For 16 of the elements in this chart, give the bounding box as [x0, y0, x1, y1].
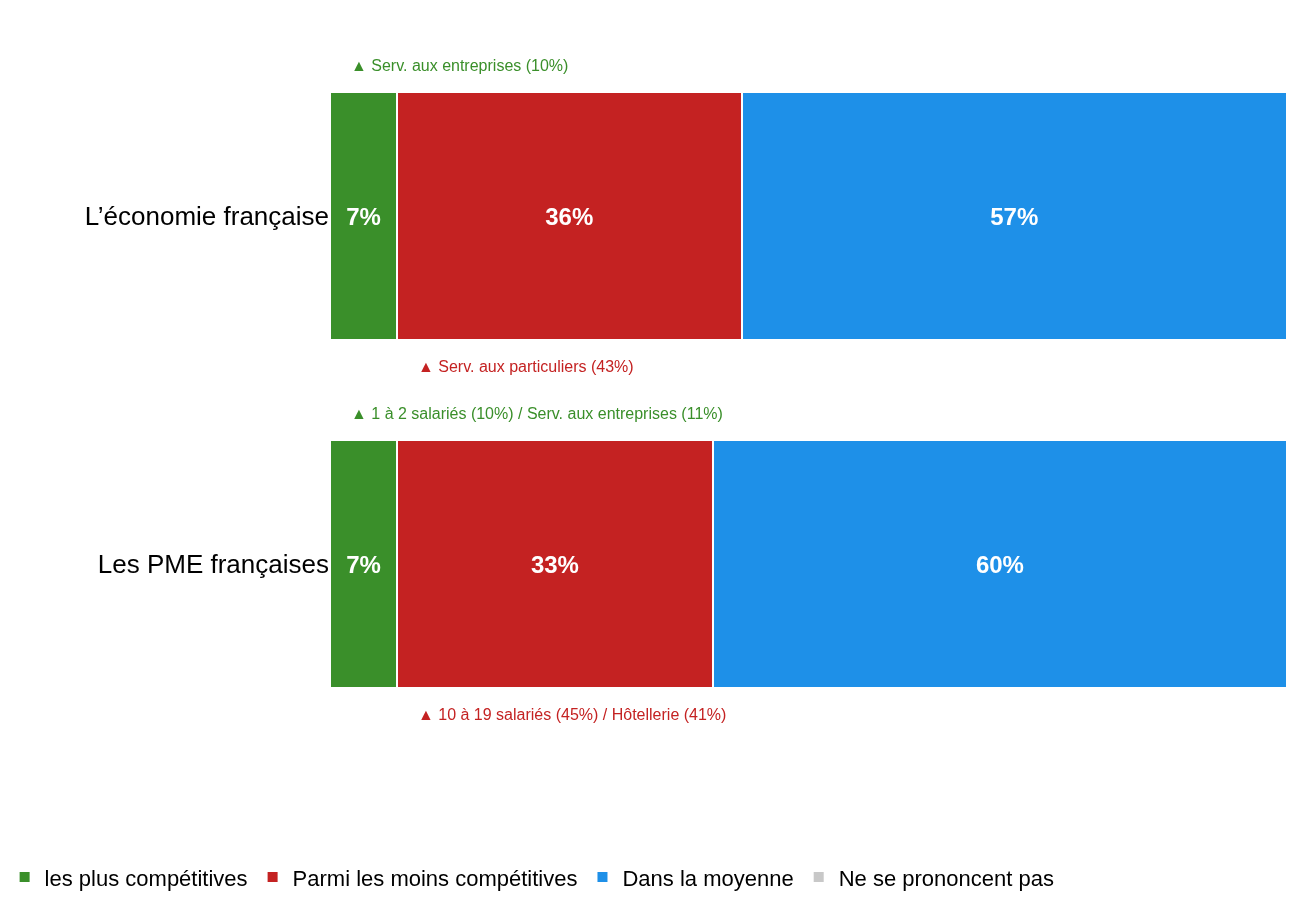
- data-label: 60%: [975, 550, 1024, 578]
- legend-label: les plus compétitives: [44, 865, 248, 891]
- legend-label: Dans la moyenne: [622, 865, 794, 891]
- legend-label: Parmi les moins compétitives: [292, 865, 578, 891]
- annotation: ▲ Serv. aux entreprises (10%): [351, 57, 569, 74]
- annotation: ▲ 10 à 19 salariés (45%) / Hôtellerie (41%): [418, 706, 727, 723]
- data-label: 33%: [530, 550, 579, 578]
- y-tick-label: Les PME françaises: [97, 549, 329, 580]
- annotation: ▲ Serv. aux particuliers (43%): [418, 358, 634, 375]
- annotation: ▲ 1 à 2 salariés (10%) / Serv. aux entreprises (11%): [351, 405, 723, 422]
- data-label: 36%: [545, 202, 594, 230]
- y-tick-label: L’économie française: [84, 201, 329, 232]
- data-label: 7%: [346, 202, 381, 230]
- legend-label: Ne se prononcent pas: [838, 865, 1054, 891]
- data-label: 7%: [346, 550, 381, 578]
- data-label: 57%: [990, 202, 1039, 230]
